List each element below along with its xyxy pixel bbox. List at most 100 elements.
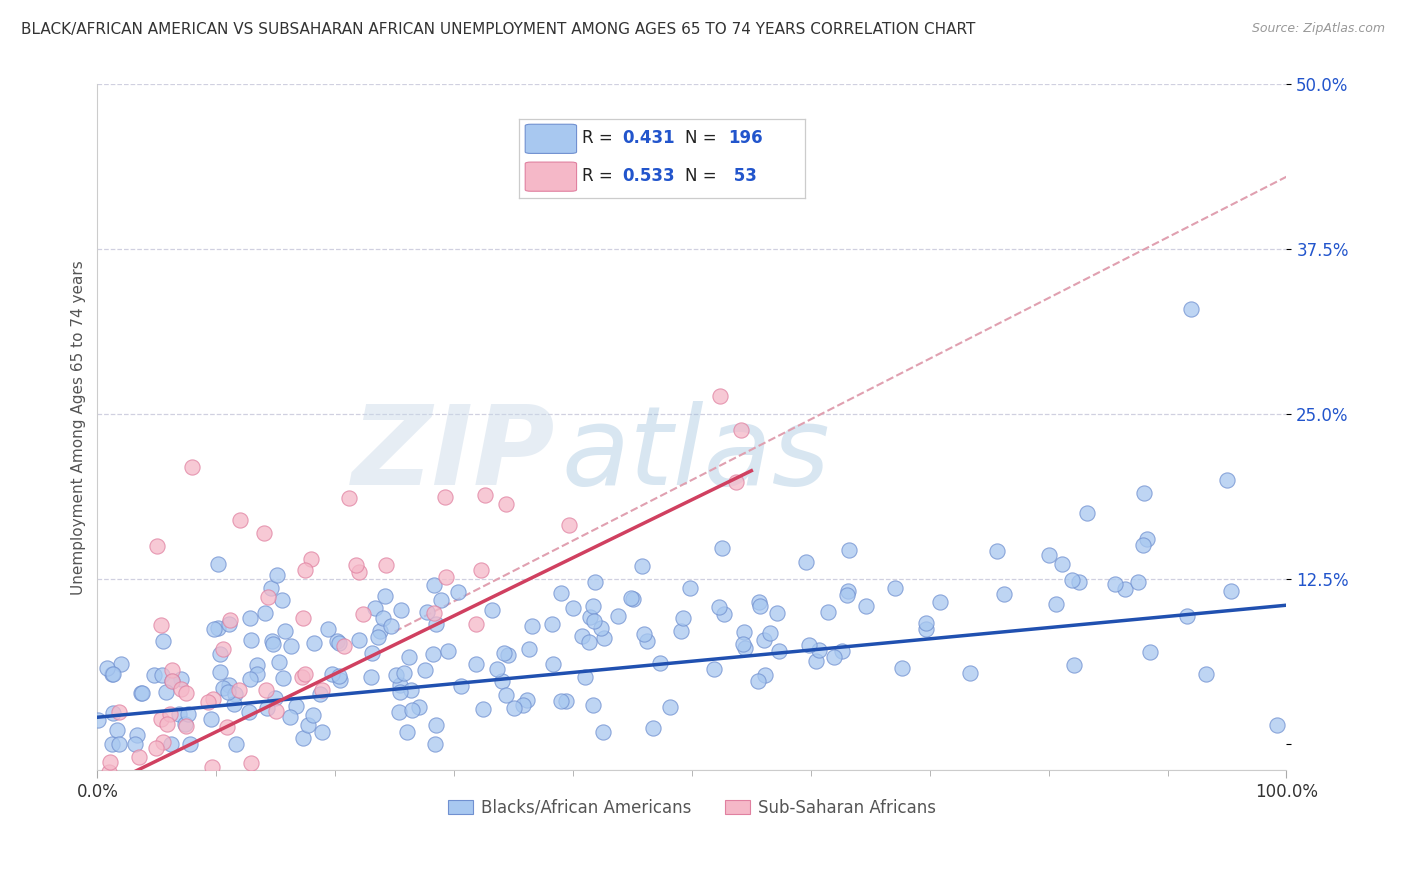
Point: [415, 605, 437, 619]
Point: [329, 673, 352, 687]
Point: [550, 586, 572, 600]
Point: [928, 595, 950, 609]
Point: [367, 630, 389, 644]
Point: [993, 587, 1015, 601]
Point: [101, 667, 124, 681]
Point: [229, 512, 252, 526]
Point: [754, 668, 776, 682]
Point: [1216, 473, 1239, 487]
Point: [201, 759, 224, 773]
Point: [207, 558, 229, 572]
Point: [197, 696, 219, 710]
Point: [256, 701, 278, 715]
Point: [87, 713, 110, 727]
Text: atlas: atlas: [561, 401, 830, 508]
Point: [621, 592, 644, 607]
Point: [1076, 506, 1098, 520]
Point: [1069, 575, 1091, 590]
Point: [522, 619, 544, 633]
Point: [101, 706, 124, 720]
Point: [160, 674, 183, 689]
Point: [385, 668, 408, 682]
Point: [713, 607, 735, 621]
Y-axis label: Unemployment Among Ages 65 to 74 years: Unemployment Among Ages 65 to 74 years: [72, 260, 86, 595]
Point: [582, 698, 605, 712]
Point: [309, 687, 332, 701]
Point: [218, 617, 240, 632]
Point: [96, 661, 118, 675]
Point: [643, 721, 665, 735]
Point: [759, 626, 782, 640]
Point: [724, 475, 747, 489]
Point: [669, 624, 692, 638]
Point: [425, 718, 447, 732]
Point: [648, 656, 671, 670]
Point: [155, 716, 177, 731]
Point: [278, 709, 301, 723]
Point: [291, 611, 314, 625]
Point: [543, 657, 565, 671]
Point: [591, 621, 613, 635]
Point: [129, 685, 152, 699]
Point: [464, 657, 486, 672]
Point: [422, 647, 444, 661]
Point: [1180, 301, 1202, 316]
Point: [395, 725, 418, 739]
Point: [470, 563, 492, 577]
Point: [177, 707, 200, 722]
Point: [593, 632, 616, 646]
Point: [292, 731, 315, 745]
Point: [583, 574, 606, 589]
Point: [517, 642, 540, 657]
Point: [267, 656, 290, 670]
Point: [806, 654, 828, 668]
Point: [915, 615, 938, 630]
Point: [207, 621, 229, 635]
Point: [838, 542, 860, 557]
Point: [326, 634, 349, 648]
Point: [707, 600, 730, 615]
Point: [658, 699, 681, 714]
Point: [730, 424, 752, 438]
Point: [328, 669, 350, 683]
Point: [160, 664, 183, 678]
Point: [1175, 609, 1198, 624]
Point: [127, 728, 149, 742]
Point: [389, 685, 412, 699]
Point: [733, 624, 755, 639]
Point: [337, 491, 360, 506]
Point: [401, 703, 423, 717]
Point: [1195, 667, 1218, 681]
Point: [145, 740, 167, 755]
Point: [131, 686, 153, 700]
Point: [254, 682, 277, 697]
Point: [209, 665, 232, 679]
Point: [1050, 557, 1073, 571]
Point: [794, 556, 817, 570]
Point: [516, 693, 538, 707]
Point: [360, 646, 382, 660]
Point: [423, 577, 446, 591]
Point: [986, 544, 1008, 558]
Point: [152, 634, 174, 648]
Point: [579, 609, 602, 624]
Point: [246, 657, 269, 672]
Point: [747, 673, 769, 688]
Point: [98, 765, 121, 780]
Point: [754, 633, 776, 648]
Point: [291, 670, 314, 684]
Point: [890, 661, 912, 675]
Point: [574, 670, 596, 684]
Point: [218, 685, 240, 699]
Point: [280, 639, 302, 653]
Point: [273, 671, 295, 685]
Point: [434, 570, 457, 584]
Point: [1128, 574, 1150, 589]
Point: [582, 599, 605, 613]
Point: [264, 704, 287, 718]
Point: [253, 606, 276, 620]
Point: [240, 756, 263, 771]
Point: [1038, 548, 1060, 562]
Point: [1063, 658, 1085, 673]
Point: [1045, 597, 1067, 611]
